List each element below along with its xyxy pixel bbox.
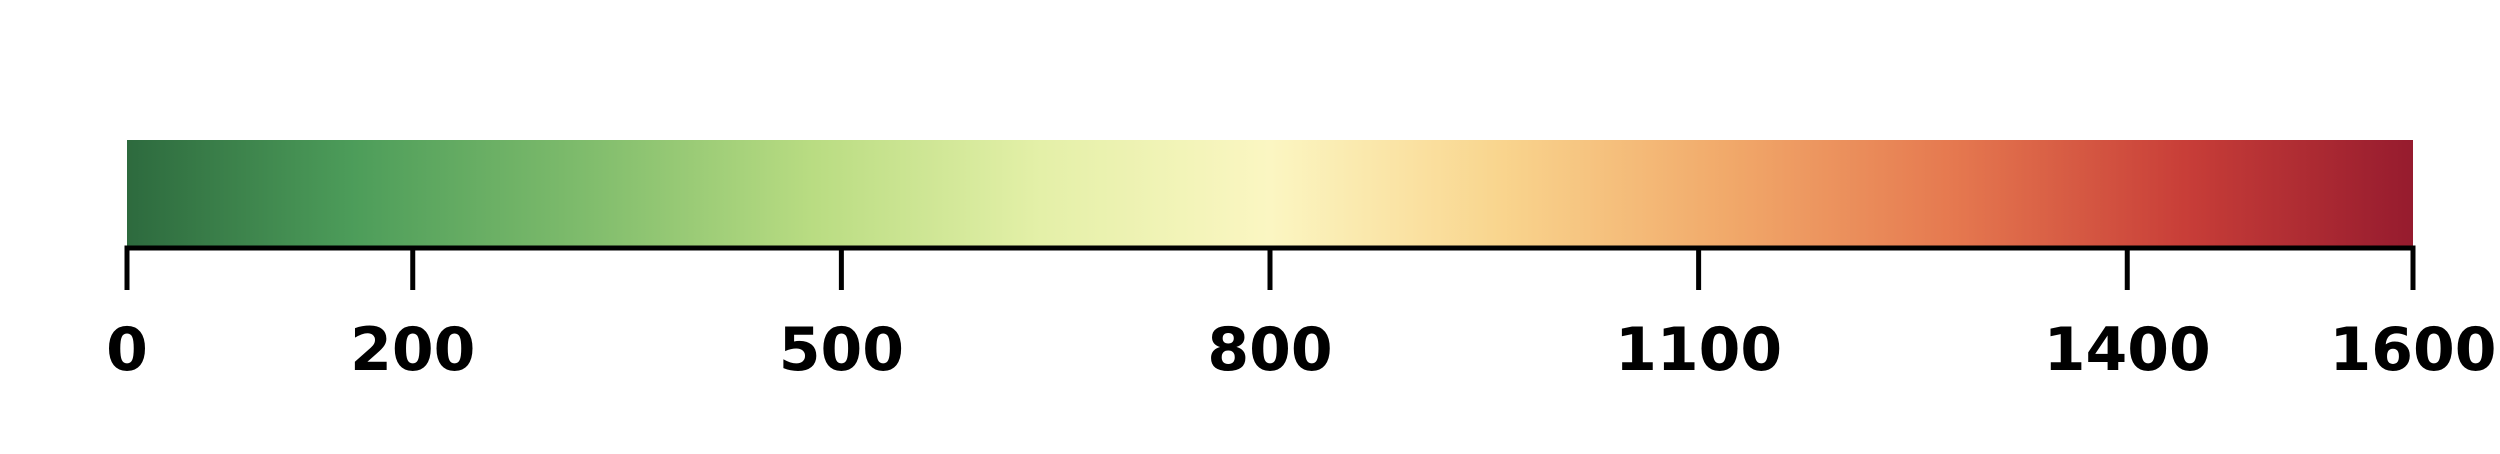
colorbar-ticks: 0 200 500 800 1100 1400 1600 [106,248,2497,385]
colorbar-tick-label: 1100 [1615,315,1782,385]
colorbar-gradient-bar [127,140,2413,246]
colorbar-tick-label: 1400 [2044,315,2211,385]
colorbar-tick-label: 500 [779,315,904,385]
colorbar-tick-label: 200 [350,315,475,385]
colorbar-tick-label: 1600 [2330,315,2497,385]
colorbar-tick-label: 800 [1207,315,1332,385]
colorbar-tick-label: 0 [106,315,148,385]
